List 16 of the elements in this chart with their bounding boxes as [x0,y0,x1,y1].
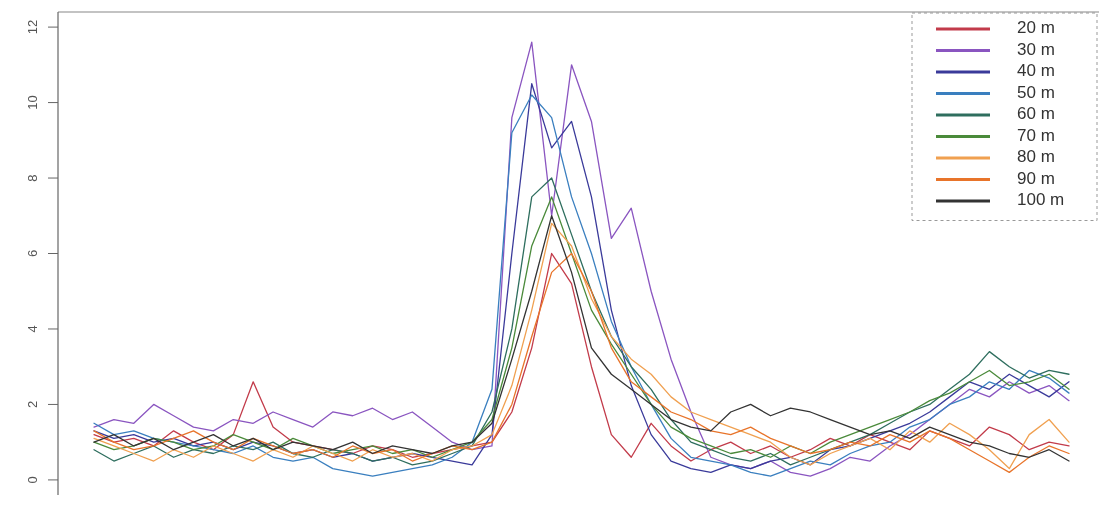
y-tick-label: 10 [25,95,41,110]
legend-label: 100 m [1017,190,1065,210]
legend-label: 80 m [1017,147,1055,167]
legend-label: 40 m [1017,61,1055,81]
y-tick-label: 8 [25,174,41,182]
y-tick-label: 4 [25,325,41,333]
legend-label: 70 m [1017,125,1055,145]
legend-label: 50 m [1017,82,1055,102]
y-tick-label: 12 [25,19,41,35]
y-tick-label: 6 [25,249,41,258]
legend-label: 20 m [1017,18,1055,38]
legend-label: 30 m [1017,39,1055,59]
y-tick-label: 2 [25,400,41,409]
y-tick-label: 0 [25,476,41,484]
legend-label: 90 m [1017,168,1055,188]
legend-label: 60 m [1017,104,1055,124]
